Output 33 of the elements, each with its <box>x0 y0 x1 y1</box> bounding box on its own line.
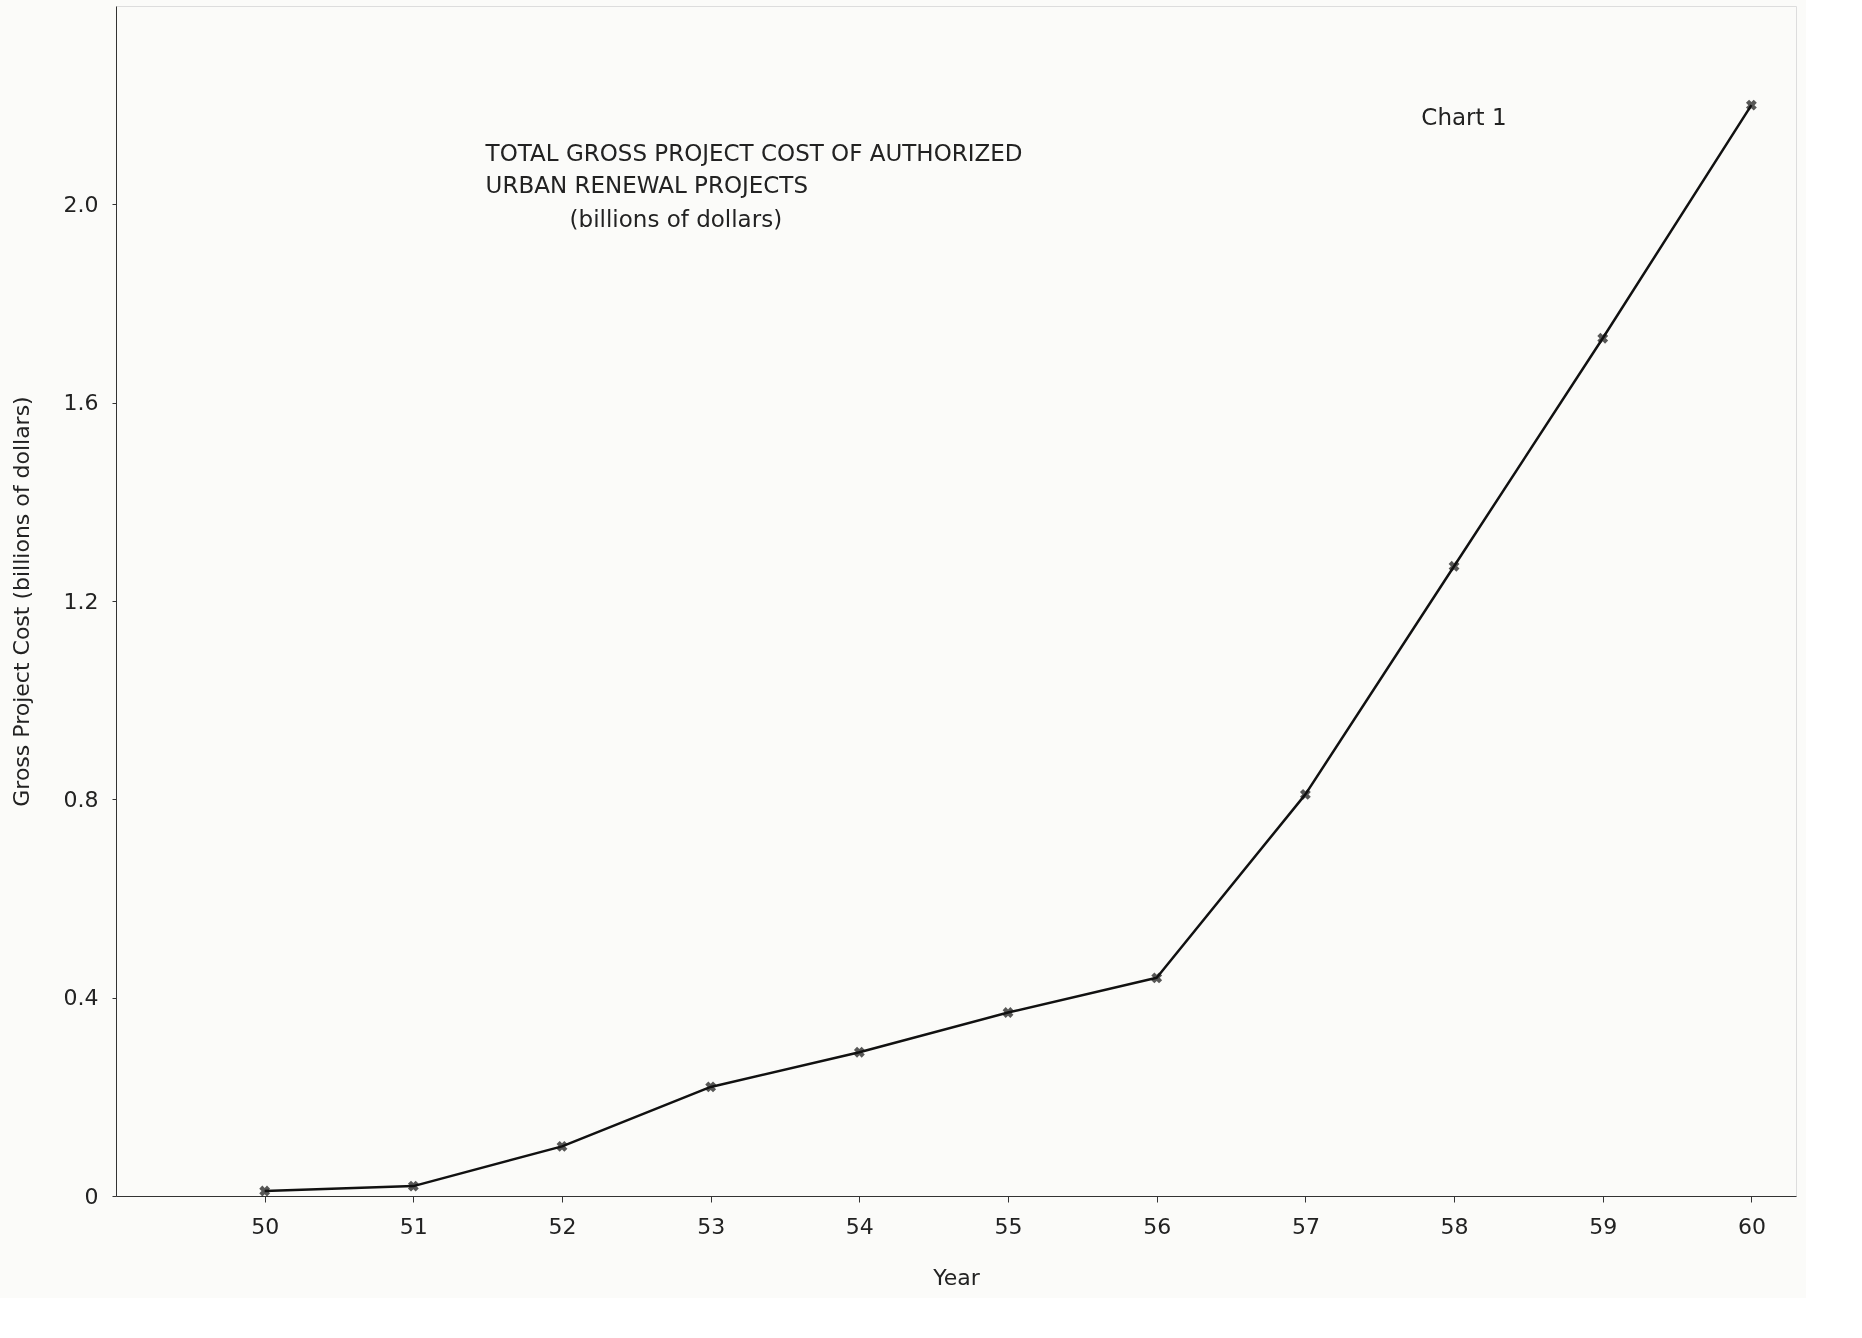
x-tick-label: 60 <box>1737 1213 1766 1239</box>
point <box>1299 788 1311 800</box>
point <box>407 1180 419 1192</box>
text: TOTAL GROSS PROJECT COST OF AUTHORIZED URBAN RENEWAL PROJECTS <box>484 139 1023 198</box>
x-tick-label: 54 <box>845 1213 874 1239</box>
point <box>705 1081 717 1093</box>
point <box>853 1046 865 1058</box>
y-tick-label: 1.6 <box>63 390 99 416</box>
y-tick-label: 0 <box>84 1183 99 1209</box>
point <box>1745 99 1757 111</box>
y-tick-label: 0.8 <box>63 786 99 812</box>
y-axis-title: Gross Project Cost (billions of dollars) <box>8 396 34 807</box>
x-tick-label: 58 <box>1440 1213 1469 1239</box>
point <box>556 1140 568 1152</box>
point <box>1448 560 1460 572</box>
x-tick-label: 50 <box>251 1213 280 1239</box>
x-tick-label: 59 <box>1589 1213 1618 1239</box>
x-tick-label: 52 <box>548 1213 577 1239</box>
point <box>1151 972 1163 984</box>
x-tick-label: 53 <box>697 1213 726 1239</box>
point <box>259 1185 271 1197</box>
x-tick-label: 56 <box>1143 1213 1172 1239</box>
annotation: Chart 1 <box>1421 104 1507 131</box>
text: (billions of dollars) <box>569 205 783 232</box>
x-tick-label: 51 <box>399 1213 428 1239</box>
y-tick-label: 0.4 <box>63 985 99 1011</box>
y-tick-label: 2.0 <box>63 191 99 217</box>
point <box>1597 332 1609 344</box>
x-tick-label: 57 <box>1291 1213 1320 1239</box>
point <box>1002 1007 1014 1018</box>
x-tick-label: 55 <box>994 1213 1023 1239</box>
x-axis-title: Year <box>932 1264 981 1290</box>
y-tick-label: 1.2 <box>63 588 99 614</box>
